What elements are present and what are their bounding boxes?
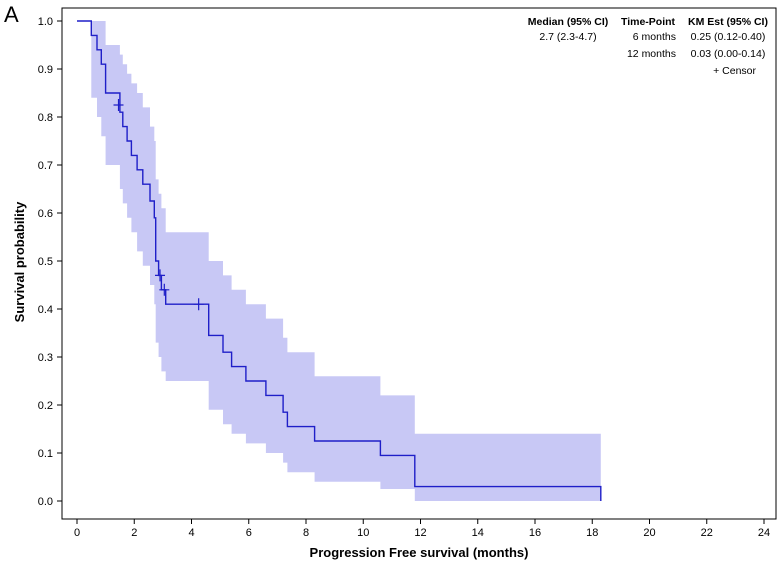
series-layer	[77, 20, 602, 501]
y-tick-label: 0.3	[38, 352, 53, 364]
x-tick-label: 14	[472, 527, 484, 539]
confidence-band	[77, 21, 601, 501]
x-tick-label: 16	[529, 527, 541, 539]
x-tick-label: 18	[586, 527, 598, 539]
km-row-1: 0.25 (0.12-0.40)	[691, 31, 766, 43]
censor-mark	[159, 283, 170, 296]
y-tick-label: 0.0	[38, 496, 53, 508]
x-tick-label: 0	[74, 527, 80, 539]
censor-legend: + Censor	[713, 65, 756, 77]
y-tick-label: 1.0	[38, 16, 53, 28]
censor-layer	[113, 99, 204, 311]
x-tick-label: 12	[414, 527, 426, 539]
x-tick-label: 10	[357, 527, 369, 539]
confidence-band-layer	[77, 21, 601, 501]
km-estimate-header: KM Est (95% CI)	[688, 16, 768, 28]
x-tick-label: 2	[131, 527, 137, 539]
censor-mark	[113, 99, 124, 111]
y-axis-title: Survival probability	[12, 201, 27, 322]
timepoint-row-2: 12 months	[627, 48, 676, 60]
survival-step-line	[77, 20, 602, 501]
x-tick-label: 22	[701, 527, 713, 539]
y-tick-label: 0.5	[38, 256, 53, 268]
x-axis-title: Progression Free survival (months)	[310, 545, 529, 560]
plot-frame	[61, 7, 777, 520]
median-header: Median (95% CI)	[528, 16, 609, 28]
summary-inset: Median (95% CI) 2.7 (2.3-4.7) Time-Point…	[528, 16, 768, 77]
x-tick-label: 8	[303, 527, 309, 539]
timepoint-header: Time-Point	[621, 16, 676, 28]
km-row-2: 0.03 (0.00-0.14)	[691, 48, 766, 60]
y-tick-label: 0.6	[38, 208, 53, 220]
censor-mark	[193, 298, 204, 311]
x-tick-label: 6	[246, 527, 252, 539]
x-tick-label: 20	[643, 527, 655, 539]
y-tick-label: 0.7	[38, 160, 53, 172]
x-tick-label: 24	[758, 527, 770, 539]
y-tick-label: 0.8	[38, 112, 53, 124]
axes-layer: 0 2 4 6 8 10 12 14 16 18 20 22 240.00.10.20.30.40.50…	[38, 7, 777, 539]
y-tick-label: 0.1	[38, 448, 53, 460]
x-tick-label: 4	[188, 527, 194, 539]
y-tick-label: 0.4	[38, 304, 53, 316]
y-tick-label: 0.9	[38, 64, 53, 76]
median-value: 2.7 (2.3-4.7)	[539, 31, 596, 43]
censor-mark	[155, 269, 166, 282]
timepoint-row-1: 6 months	[633, 31, 676, 43]
y-tick-label: 0.2	[38, 400, 53, 412]
panel-label: A	[4, 2, 19, 27]
